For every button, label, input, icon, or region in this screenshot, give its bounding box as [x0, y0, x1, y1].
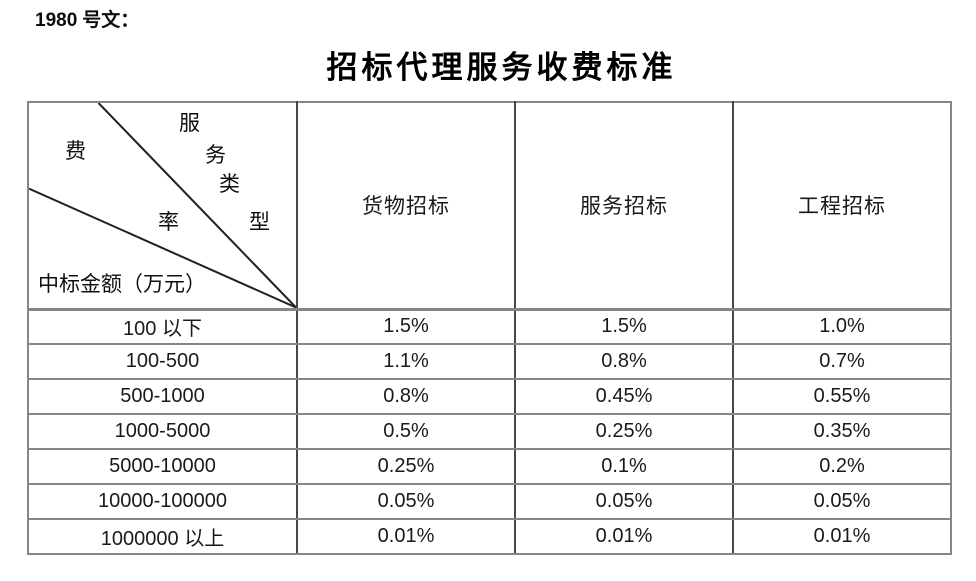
rate-cell: 0.01%	[296, 518, 516, 555]
rate-cell: 0.1%	[514, 448, 734, 485]
amount-range-cell: 100-500	[27, 343, 298, 380]
rate-cell: 0.55%	[732, 378, 952, 415]
table-row: 5000-10000 0.25% 0.1% 0.2%	[27, 448, 952, 485]
corner-diagonal-area: 费 服 务 类 型 率 中标金额（万元）	[29, 103, 296, 308]
rate-cell: 0.05%	[732, 483, 952, 520]
page-title: 招标代理服务收费标准	[326, 50, 677, 85]
table-row: 10000-100000 0.05% 0.05% 0.05%	[27, 483, 952, 520]
col-header-works: 工程招标	[732, 101, 952, 311]
fee-standard-table: 费 服 务 类 型 率 中标金额（万元） 货物招标 服务招标 工程招标 100 …	[27, 101, 952, 555]
fee-table: 费 服 务 类 型 率 中标金额（万元） 货物招标 服务招标 工程招标 100 …	[27, 101, 952, 555]
rate-cell: 0.25%	[296, 448, 516, 485]
amount-range-cell: 1000-5000	[27, 413, 298, 450]
corner-amount-label: 中标金额（万元）	[38, 272, 206, 296]
amount-range-cell: 10000-100000	[27, 483, 298, 520]
corner-fee-char: 费	[65, 139, 86, 163]
rate-cell: 1.0%	[732, 308, 952, 345]
rate-cell: 0.7%	[732, 343, 952, 380]
rate-cell: 1.1%	[296, 343, 516, 380]
rate-cell: 1.5%	[296, 308, 516, 345]
amount-range-cell: 1000000 以上	[27, 518, 298, 555]
table-row: 1000000 以上 0.01% 0.01% 0.01%	[27, 518, 952, 555]
rate-cell: 0.5%	[296, 413, 516, 450]
doc-ref: 1980 号文：	[35, 5, 139, 32]
rate-cell: 0.8%	[514, 343, 734, 380]
rate-cell: 0.35%	[732, 413, 952, 450]
corner-service-char-1: 服	[179, 111, 200, 135]
doc-ref-suffix: 号文：	[82, 10, 140, 31]
corner-service-char-4: 型	[249, 210, 270, 234]
rate-cell: 1.5%	[514, 308, 734, 345]
rate-cell: 0.05%	[296, 483, 516, 520]
corner-rate-char: 率	[158, 210, 179, 234]
table-row: 500-1000 0.8% 0.45% 0.55%	[27, 378, 952, 415]
rate-cell: 0.01%	[732, 518, 952, 555]
corner-service-char-3: 类	[219, 172, 240, 196]
doc-ref-number: 1980	[35, 10, 78, 31]
corner-service-char-2: 务	[205, 143, 226, 167]
table-row: 100 以下 1.5% 1.5% 1.0%	[27, 308, 952, 345]
rate-cell: 0.8%	[296, 378, 516, 415]
table-row: 1000-5000 0.5% 0.25% 0.35%	[27, 413, 952, 450]
rate-cell: 0.2%	[732, 448, 952, 485]
corner-header-cell: 费 服 务 类 型 率 中标金额（万元）	[27, 101, 298, 311]
rate-cell: 0.45%	[514, 378, 734, 415]
amount-range-cell: 500-1000	[27, 378, 298, 415]
header-row: 费 服 务 类 型 率 中标金额（万元） 货物招标 服务招标 工程招标	[27, 101, 952, 311]
table-row: 100-500 1.1% 0.8% 0.7%	[27, 343, 952, 380]
rate-cell: 0.25%	[514, 413, 734, 450]
col-header-services: 服务招标	[514, 101, 734, 311]
col-header-goods: 货物招标	[296, 101, 516, 311]
rate-cell: 0.01%	[514, 518, 734, 555]
rate-cell: 0.05%	[514, 483, 734, 520]
amount-range-cell: 100 以下	[27, 308, 298, 345]
diagonal-lines-icon	[29, 103, 296, 308]
amount-range-cell: 5000-10000	[27, 448, 298, 485]
